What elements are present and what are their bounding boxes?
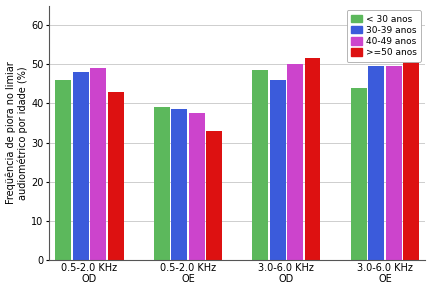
Bar bbox=[55, 80, 71, 260]
Bar bbox=[206, 131, 221, 260]
Bar bbox=[188, 113, 204, 260]
Bar bbox=[350, 88, 366, 260]
Y-axis label: Freqüência de piora no limiar
audiométrico por idade (%): Freqüência de piora no limiar audiométri… bbox=[6, 61, 28, 204]
Bar bbox=[269, 80, 285, 260]
Bar bbox=[171, 109, 187, 260]
Bar bbox=[385, 66, 401, 260]
Bar bbox=[252, 70, 268, 260]
Legend: < 30 anos, 30-39 anos, 40-49 anos, >=50 anos: < 30 anos, 30-39 anos, 40-49 anos, >=50 … bbox=[346, 10, 420, 62]
Bar bbox=[286, 64, 302, 260]
Bar bbox=[108, 92, 123, 260]
Bar bbox=[154, 107, 169, 260]
Bar bbox=[73, 72, 89, 260]
Bar bbox=[402, 37, 418, 260]
Bar bbox=[304, 58, 320, 260]
Bar bbox=[367, 66, 383, 260]
Bar bbox=[90, 68, 106, 260]
